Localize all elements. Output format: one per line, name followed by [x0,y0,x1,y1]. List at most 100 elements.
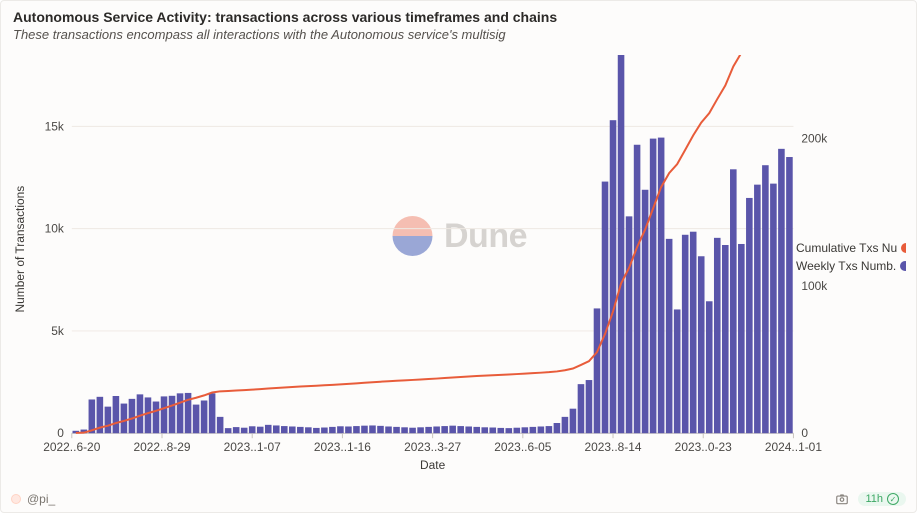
bar[interactable] [433,426,440,433]
check-icon: ✓ [887,493,899,505]
bar[interactable] [473,427,480,433]
bar[interactable] [89,399,96,433]
bar[interactable] [305,427,312,433]
chart-legend: Cumulative Txs Nu Weekly Txs Numb. [796,237,906,277]
bar[interactable] [217,417,224,433]
bar[interactable] [481,427,488,433]
bar[interactable] [610,120,617,433]
bar[interactable] [778,149,785,433]
bar[interactable] [177,393,184,433]
bar[interactable] [714,238,721,433]
bar[interactable] [762,165,769,433]
bar[interactable] [153,402,160,434]
bar[interactable] [241,428,248,434]
svg-text:2023..6-05: 2023..6-05 [494,440,551,454]
svg-text:0: 0 [57,426,64,440]
bar[interactable] [361,426,368,434]
chart-svg: 05k10k15k0100k200k2022..6-202022..8-2920… [1,55,916,484]
bar[interactable] [417,427,424,433]
bar[interactable] [746,198,753,433]
svg-text:2023..1-16: 2023..1-16 [314,440,371,454]
bar[interactable] [546,426,553,433]
bar[interactable] [562,417,569,433]
bar[interactable] [321,428,328,434]
bar[interactable] [497,428,504,433]
bar[interactable] [522,427,529,433]
bar[interactable] [409,428,416,434]
bar[interactable] [209,393,216,433]
bar[interactable] [698,256,705,433]
bar[interactable] [602,182,609,434]
bar[interactable] [233,427,240,433]
bar[interactable] [690,232,697,434]
author-handle[interactable]: @pi_ [27,492,55,506]
chart-header: Autonomous Service Activity: transaction… [1,1,916,46]
bar[interactable] [353,426,360,433]
bar[interactable] [770,184,777,434]
refresh-age-pill[interactable]: 11h ✓ [858,492,906,506]
bar[interactable] [738,244,745,433]
bar[interactable] [554,423,561,433]
bar[interactable] [113,396,120,433]
bar[interactable] [594,308,601,433]
bar[interactable] [682,235,689,433]
bar[interactable] [489,428,496,434]
bar[interactable] [105,407,112,434]
bar[interactable] [722,245,729,433]
bar[interactable] [441,426,448,433]
bar[interactable] [626,216,633,433]
bar[interactable] [634,145,641,433]
bar[interactable] [289,426,296,433]
bar[interactable] [369,425,376,433]
bar[interactable] [265,425,272,433]
bar[interactable] [329,427,336,433]
bar[interactable] [578,384,585,433]
bar[interactable] [129,399,136,433]
bar[interactable] [586,380,593,433]
bar[interactable] [345,426,352,433]
svg-text:2022..6-20: 2022..6-20 [43,440,100,454]
bar[interactable] [297,427,304,433]
bar[interactable] [193,405,200,434]
svg-text:5k: 5k [51,324,64,338]
bar[interactable] [425,427,432,433]
bar[interactable] [249,426,256,433]
bar[interactable] [506,428,513,433]
bar[interactable] [257,427,264,434]
bar[interactable] [706,301,713,433]
bar[interactable] [377,426,384,433]
bar[interactable] [145,397,152,433]
bar[interactable] [570,409,577,434]
bar[interactable] [385,426,392,433]
screenshot-icon[interactable] [834,491,850,507]
bar[interactable] [273,425,280,433]
bar[interactable] [201,401,208,434]
bar[interactable] [754,185,761,434]
bar[interactable] [393,427,400,433]
bar[interactable] [401,427,408,433]
legend-swatch [901,243,906,253]
bar[interactable] [169,396,176,433]
bar[interactable] [337,426,344,433]
bar[interactable] [666,239,673,433]
bar[interactable] [465,426,472,433]
bar[interactable] [313,428,320,433]
bar[interactable] [449,426,456,434]
bar[interactable] [786,157,793,433]
bar[interactable] [650,139,657,434]
legend-label: Weekly Txs Numb. [796,259,896,273]
bar[interactable] [514,428,521,434]
bar[interactable] [161,396,168,433]
bar[interactable] [538,426,545,433]
bar[interactable] [530,427,537,433]
bar[interactable] [137,394,144,433]
bar[interactable] [121,404,128,434]
bar[interactable] [225,428,232,433]
bar[interactable] [457,426,464,433]
bar[interactable] [674,309,681,433]
bar[interactable] [618,55,625,433]
bar[interactable] [281,426,288,433]
legend-item[interactable]: Weekly Txs Numb. [796,259,906,273]
legend-item[interactable]: Cumulative Txs Nu [796,241,906,255]
bar[interactable] [730,169,737,433]
